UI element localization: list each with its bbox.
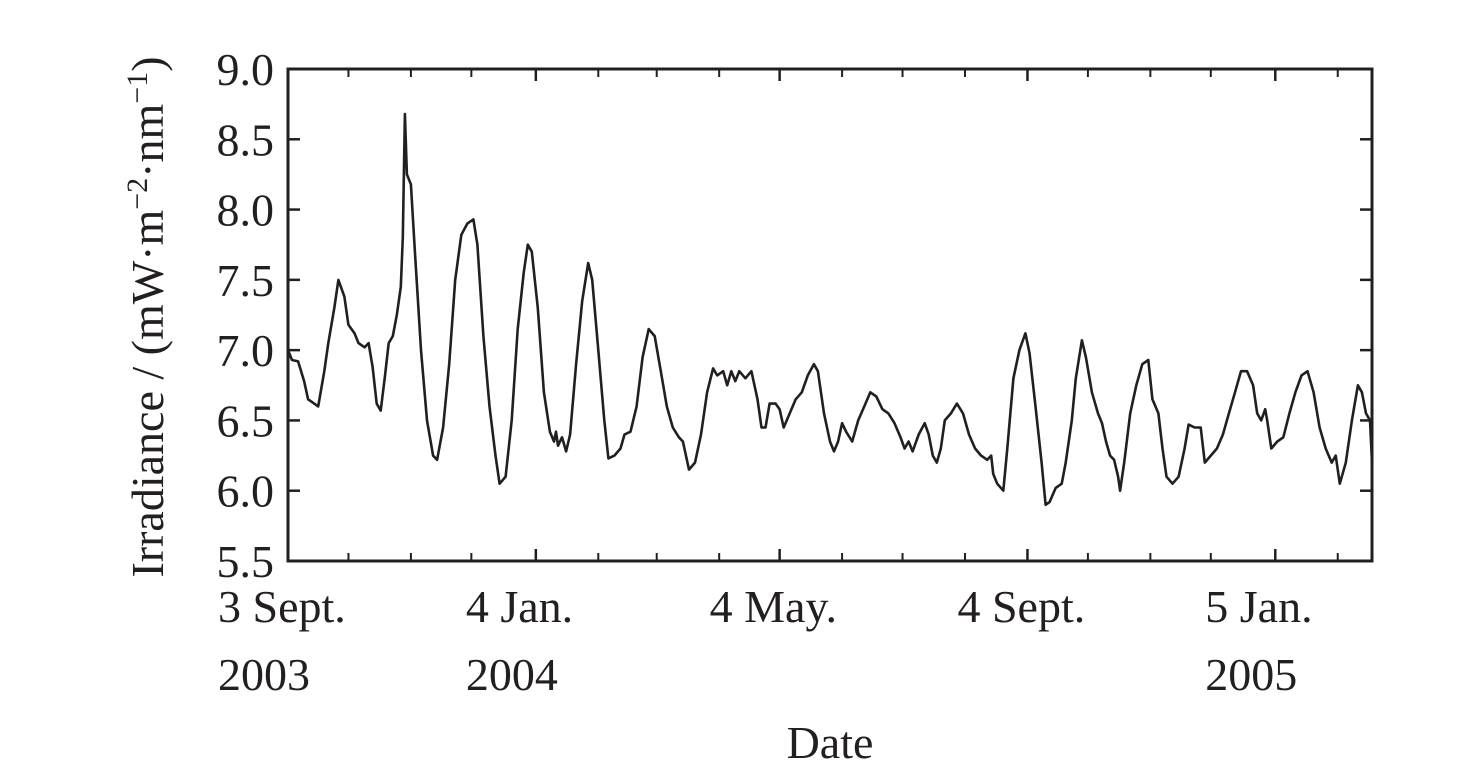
y-axis-label-prefix: Irradiance / (mW·m xyxy=(122,210,173,578)
y-tick-label: 9.0 xyxy=(217,44,275,95)
x-tick-label-line2: 2005 xyxy=(1205,649,1297,700)
y-axis-label-suffix: ) xyxy=(122,56,173,71)
y-tick-labels: 5.5 6.0 6.5 7.0 7.5 8.0 8.5 9.0 xyxy=(217,44,275,587)
x-axis-label: Date xyxy=(787,717,874,768)
x-tick-label-line1: 3 Sept. xyxy=(218,581,346,632)
plot-area xyxy=(286,112,1374,507)
x-tick-label-line2: 2003 xyxy=(218,649,310,700)
x-tick-label-line1: 4 May. xyxy=(710,581,837,632)
plot-frame xyxy=(286,67,1374,563)
y-axis-label-sup1: −2 xyxy=(121,178,154,210)
y-axis-label-sup2: −1 xyxy=(121,72,154,104)
x-tick-label-line2: 2004 xyxy=(466,649,558,700)
y-axis-label-middle: ·nm xyxy=(122,103,173,177)
irradiance-series-line xyxy=(286,112,1374,507)
y-tick-label: 6.0 xyxy=(217,466,275,517)
y-axis-label: Irradiance / (mW·m−2·nm−1) xyxy=(121,56,174,577)
y-tick-label: 6.5 xyxy=(217,395,275,446)
x-tick-label-line1: 4 Sept. xyxy=(957,581,1085,632)
x-tick-label-line1: 4 Jan. xyxy=(466,581,573,632)
y-tick-label: 7.5 xyxy=(217,255,275,306)
y-tick-label: 8.0 xyxy=(217,185,275,236)
y-tick-label: 8.5 xyxy=(217,114,275,165)
y-tick-label: 7.0 xyxy=(217,325,275,376)
x-tick-labels: 3 Sept. 2003 4 Jan. 2004 4 May. 4 Sept. 5 Jan.… xyxy=(218,581,1313,700)
y-tick-label: 5.5 xyxy=(217,536,275,587)
ticks-layer xyxy=(286,67,1372,563)
x-tick-label-line1: 5 Jan. xyxy=(1205,581,1312,632)
